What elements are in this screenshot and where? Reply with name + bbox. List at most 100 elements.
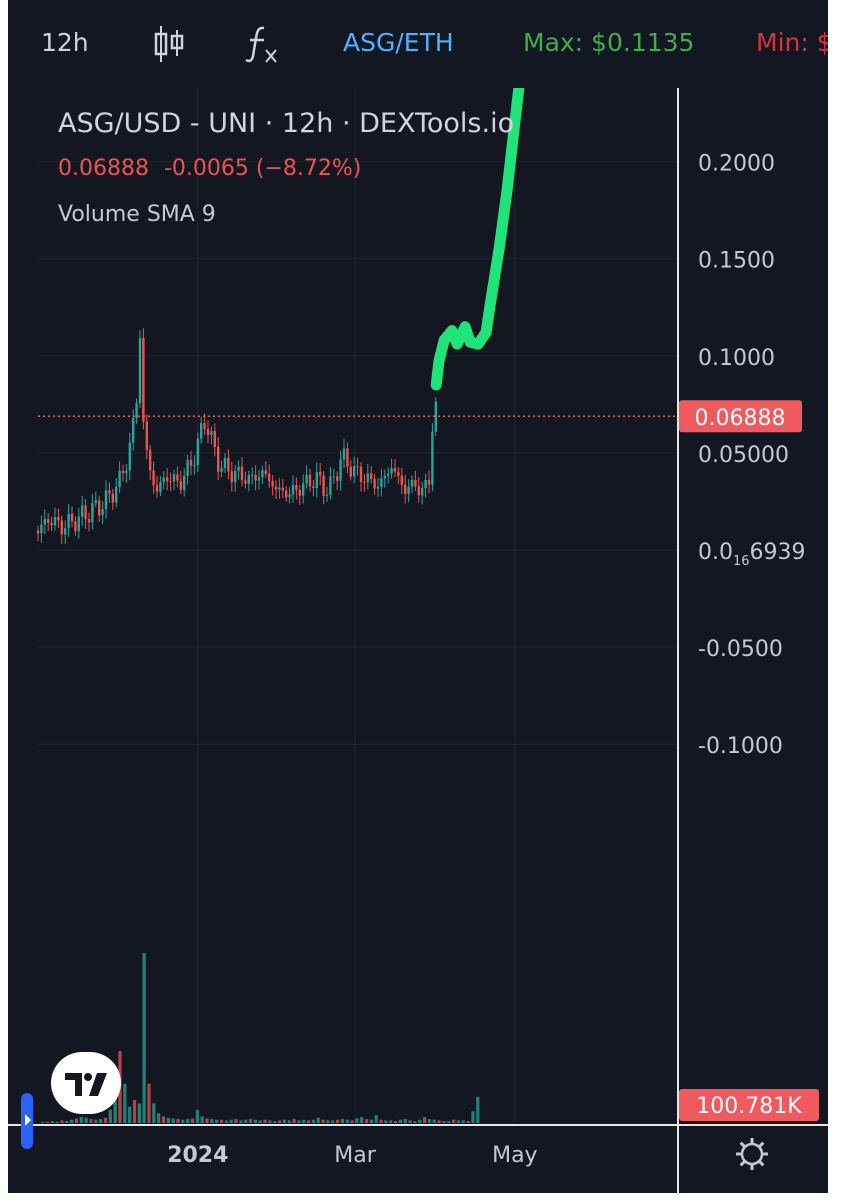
volume-bar	[94, 1119, 98, 1123]
candle-body	[108, 490, 111, 494]
candle-body	[356, 466, 359, 468]
candle-body	[268, 473, 271, 482]
y-tick-label: 0.05000	[698, 443, 789, 468]
tradingview-logo[interactable]	[51, 1052, 121, 1114]
volume-bar	[229, 1119, 233, 1123]
volume-bar	[147, 1083, 151, 1123]
candle-body	[353, 466, 356, 477]
volume-bar	[437, 1120, 441, 1123]
volume-bar	[258, 1120, 262, 1123]
candle-body	[149, 449, 152, 471]
chart-title: ASG/USD - UNI · 12h · DEXTools.io	[58, 108, 515, 139]
volume-bar	[248, 1119, 253, 1123]
price-chart[interactable]: 0.35000.30000.25000.20000.15000.10000.05…	[8, 0, 828, 1193]
volume-bar	[74, 1118, 79, 1123]
volume-bar	[108, 1109, 112, 1123]
candle-body	[298, 489, 301, 496]
candle-body	[77, 516, 80, 532]
candle-body	[319, 471, 322, 476]
legend-price: 0.06888	[58, 156, 149, 181]
candle-body	[70, 513, 74, 522]
candle-body	[336, 476, 339, 481]
candle-body	[264, 470, 267, 474]
volume-bar	[50, 1121, 54, 1123]
volume-bar	[123, 1083, 127, 1123]
y-tick-label: 0.1000	[698, 346, 775, 371]
volume-bar	[55, 1121, 59, 1123]
volume-indicator-label: Volume SMA 9	[58, 202, 216, 227]
volume-bar	[335, 1119, 340, 1123]
candle-body	[346, 448, 349, 467]
candle-body	[118, 470, 121, 488]
settings-gear-icon[interactable]	[736, 1138, 768, 1170]
volume-bar	[200, 1116, 204, 1123]
volume-bar	[79, 1117, 83, 1123]
volume-bar	[355, 1118, 359, 1123]
candle-body	[223, 457, 227, 468]
pair-label[interactable]: ASG/ETH	[343, 28, 454, 57]
candle-body	[295, 485, 298, 490]
candle-body	[380, 478, 383, 487]
candle-body	[64, 528, 67, 535]
candle-body	[261, 470, 264, 478]
volume-bar	[311, 1119, 316, 1123]
volume-bar	[398, 1119, 403, 1123]
candle-body	[424, 479, 427, 489]
candle-body	[414, 479, 417, 487]
min-price-label: Min: $	[756, 28, 828, 57]
volume-bar	[384, 1120, 388, 1123]
volume-bar	[403, 1119, 407, 1123]
candle-body	[84, 505, 87, 520]
candle-body	[43, 519, 46, 525]
candle-body	[417, 486, 420, 496]
candle-body	[47, 519, 50, 523]
candle-body	[104, 490, 108, 510]
volume-bar	[413, 1121, 417, 1123]
volume-bar	[234, 1119, 238, 1123]
interval-button[interactable]: 12h	[41, 28, 89, 57]
y-tick-label-zero: 0.0166939	[698, 540, 806, 569]
candle-body	[257, 477, 261, 481]
fx-icon[interactable]	[244, 22, 284, 74]
volume-bar	[239, 1120, 243, 1123]
volume-bar	[132, 1100, 137, 1123]
candle-body	[203, 423, 206, 429]
candle-body	[145, 421, 148, 450]
candle-body	[155, 485, 159, 492]
candles-icon[interactable]	[152, 24, 186, 72]
candle-body	[244, 480, 247, 484]
volume-bar	[316, 1117, 320, 1123]
volume-bar	[142, 953, 146, 1123]
candle-body	[434, 401, 437, 432]
candle-body	[183, 475, 186, 490]
volume-bar	[389, 1120, 393, 1123]
y-tick-label: -0.0500	[698, 637, 783, 662]
y-tick-label: -0.1000	[698, 734, 783, 759]
volume-bar	[89, 1119, 93, 1123]
candle-body	[359, 466, 363, 482]
candle-body	[370, 473, 373, 479]
volume-bar	[277, 1120, 282, 1123]
max-price-label: Max: $0.1135	[523, 28, 695, 57]
volume-bar	[360, 1117, 364, 1123]
volume-bar	[70, 1119, 74, 1123]
candle-body	[332, 476, 335, 478]
volume-bar	[176, 1119, 180, 1123]
candle-body	[349, 466, 352, 477]
volume-bar	[393, 1121, 398, 1123]
candle-body	[274, 486, 278, 490]
candle-body	[60, 520, 63, 535]
volume-bar	[461, 1120, 465, 1123]
volume-bar	[326, 1120, 330, 1123]
candle-body	[179, 480, 182, 490]
chart-area[interactable]: 0.35000.30000.25000.20000.15000.10000.05…	[8, 0, 828, 1193]
volume-bar	[166, 1117, 170, 1123]
candle-body	[339, 459, 342, 481]
last-price-label: 0.06888	[695, 406, 786, 431]
candle-body	[172, 474, 176, 482]
volume-bar	[282, 1119, 286, 1123]
candle-body	[135, 403, 138, 419]
candle-body	[281, 487, 284, 491]
toolbar: 12h ASG/ETH Max: $0.1135 Min: $	[8, 0, 828, 88]
candle-body	[50, 522, 53, 526]
